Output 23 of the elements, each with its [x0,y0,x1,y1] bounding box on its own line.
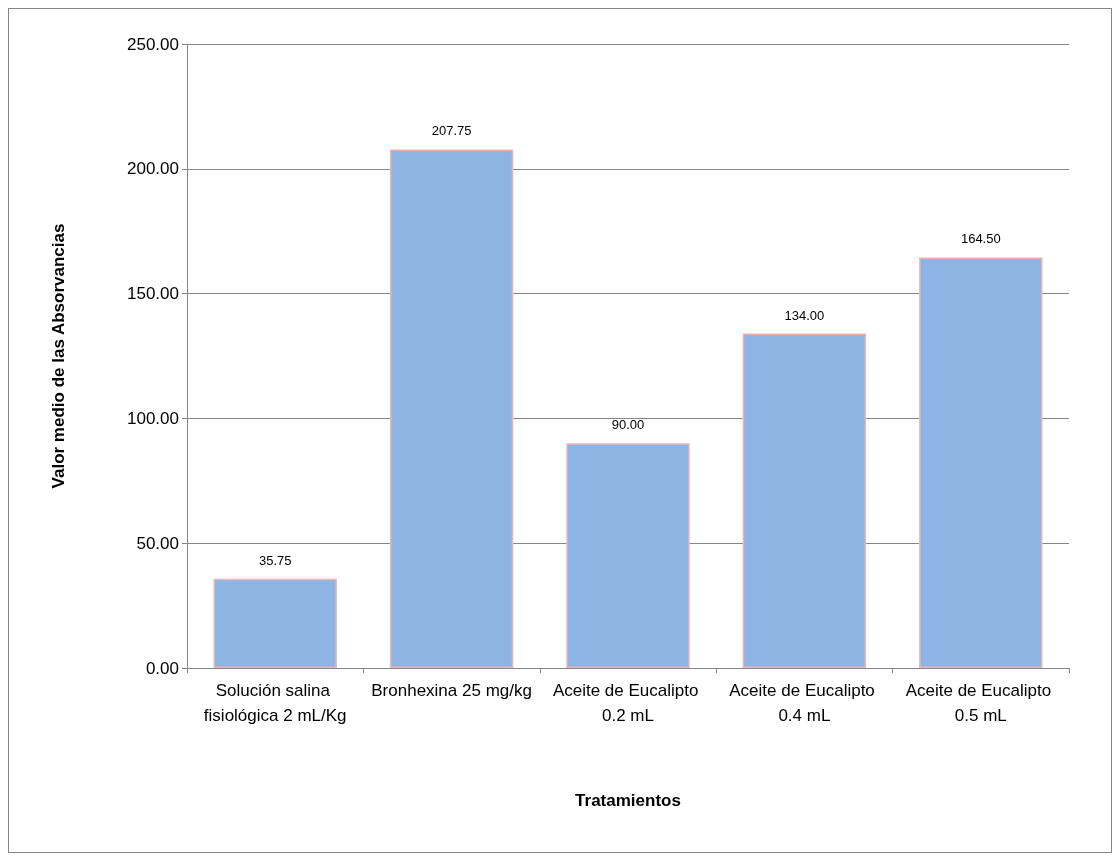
y-tick-label: 150.00 [127,284,179,304]
x-tick-label: Aceite de Eucalipto 0.5 mL [905,681,1056,725]
y-axis-title: Valor medio de las Absorvancias [49,223,68,489]
bar [742,333,867,668]
y-tick-label: 0.00 [145,658,179,678]
data-label: 164.50 [960,231,1001,247]
data-label: 90.00 [611,417,645,433]
x-tick-label: Bronhexina 25 mg/kg [371,681,532,700]
bar [566,443,690,668]
data-label: 207.75 [431,123,472,139]
x-tick-label: Aceite de Eucalipto 0.2 mL [552,681,704,725]
x-tick-label: Solución salina fisiológica 2 mL/Kg [203,681,347,725]
data-label: 35.75 [258,552,292,568]
x-tick-label: Aceite de Eucalipto 0.4 mL [729,681,880,725]
y-tick-label: 50.00 [136,533,179,553]
y-tick-label: 200.00 [127,159,179,179]
data-label: 134.00 [784,307,825,323]
y-tick-label: 250.00 [127,34,179,54]
bar [213,578,337,668]
bar [389,149,514,668]
bar [919,257,1043,668]
x-axis-title: Tratamientos [575,791,681,810]
y-tick-label: 100.00 [127,408,179,428]
